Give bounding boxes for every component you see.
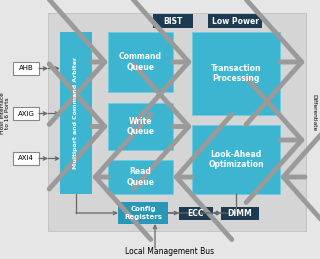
- Bar: [108, 160, 173, 194]
- Text: Look-Ahead
Optimization: Look-Ahead Optimization: [208, 150, 264, 169]
- Text: Multiport and Command Arbiter: Multiport and Command Arbiter: [74, 57, 78, 169]
- Text: Transaction
Processing: Transaction Processing: [211, 64, 261, 83]
- Bar: [153, 14, 193, 28]
- Bar: [60, 32, 92, 194]
- Bar: [192, 32, 280, 115]
- Text: AXI4: AXI4: [18, 155, 34, 162]
- Bar: [13, 62, 39, 75]
- Bar: [13, 107, 39, 120]
- Text: Differentiate: Differentiate: [311, 94, 316, 132]
- Text: AHB: AHB: [19, 66, 33, 71]
- Bar: [208, 14, 262, 28]
- Text: Host Interface
to 16 Ports: Host Interface to 16 Ports: [0, 92, 11, 134]
- Bar: [192, 125, 280, 194]
- Text: Config
Registers: Config Registers: [124, 206, 162, 219]
- Bar: [48, 13, 306, 231]
- Text: Command
Queue: Command Queue: [119, 52, 162, 72]
- Bar: [221, 207, 259, 220]
- Text: Read
Queue: Read Queue: [126, 167, 155, 187]
- Text: DIMM: DIMM: [228, 209, 252, 218]
- Text: ECC: ECC: [188, 209, 204, 218]
- Bar: [179, 207, 213, 220]
- Text: Low Power: Low Power: [212, 17, 259, 25]
- Text: Write
Queue: Write Queue: [126, 117, 155, 136]
- Bar: [108, 103, 173, 150]
- Text: AXIG: AXIG: [18, 111, 35, 117]
- Bar: [13, 152, 39, 165]
- Text: Local Management Bus: Local Management Bus: [125, 248, 215, 256]
- Bar: [118, 202, 168, 224]
- Bar: [108, 32, 173, 92]
- Text: BIST: BIST: [163, 17, 183, 25]
